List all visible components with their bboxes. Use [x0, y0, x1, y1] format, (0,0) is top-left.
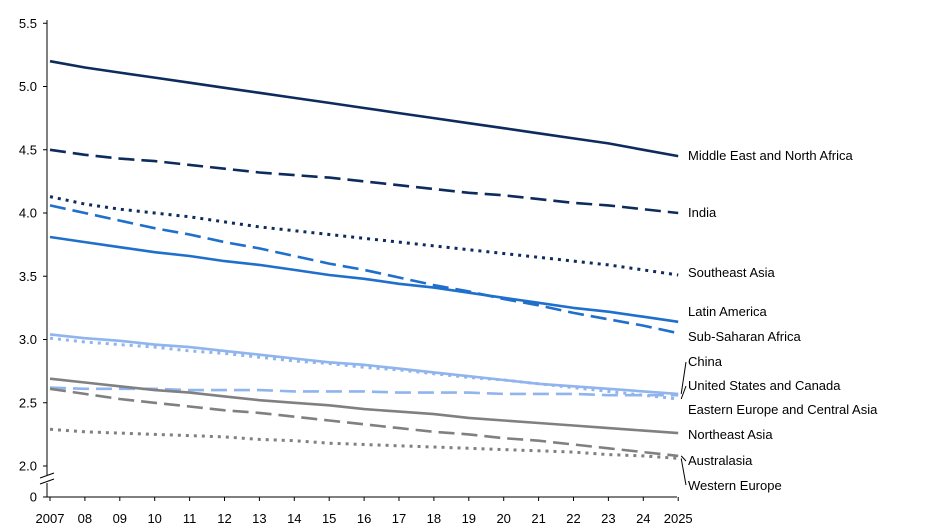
series-label-united-states-and-canada: United States and Canada: [688, 378, 841, 393]
x-tick-label: 16: [357, 511, 371, 526]
x-tick-label: 23: [601, 511, 615, 526]
x-tick-label: 18: [427, 511, 441, 526]
y-tick-label: 5.5: [19, 16, 37, 31]
series-line-southeast-asia: [49, 195, 679, 277]
x-tick-label: 09: [113, 511, 127, 526]
axes: [39, 20, 677, 498]
x-tick-label: 21: [531, 511, 545, 526]
series-line-western-europe: [49, 427, 679, 460]
series-lines: [49, 59, 679, 460]
series-label-middle-east-and-north-africa: Middle East and North Africa: [688, 148, 854, 163]
axis-break-gap: [40, 475, 54, 483]
series-label-india: India: [688, 205, 717, 220]
x-tick-label: 12: [217, 511, 231, 526]
series-label-eastern-europe-and-central-asia: Eastern Europe and Central Asia: [688, 402, 878, 417]
y-tick-label: 4.5: [19, 142, 37, 157]
x-tick-label: 17: [392, 511, 406, 526]
series-line-china: [49, 333, 679, 396]
x-tick-label: 15: [322, 511, 336, 526]
y-tick-label: 5.0: [19, 79, 37, 94]
series-line-northeast-asia: [49, 377, 679, 435]
y-tick-label: 3.0: [19, 332, 37, 347]
y-tick-label: 3.5: [19, 269, 37, 284]
x-tick-label: 11: [183, 511, 197, 526]
y-ticks: 5.5 5.0 4.5 4.0 3.5 3.0 2.5 2.0 0: [19, 16, 47, 505]
connector-western-europe: [680, 458, 687, 486]
label-connectors: [680, 361, 687, 486]
y-tick-label: 2.5: [19, 395, 37, 410]
x-tick-label: 13: [252, 511, 266, 526]
series-label-latin-america: Latin America: [688, 304, 768, 319]
series-label-australasia: Australasia: [688, 453, 753, 468]
series-line-latin-america: [49, 235, 679, 324]
x-tick-label: 2007: [36, 511, 65, 526]
axis-break-mark-upper: [39, 472, 55, 479]
series-label-china: China: [688, 354, 723, 369]
connector-united-states-and-canada: [680, 385, 687, 400]
series-line-united-states-and-canada: [49, 336, 679, 401]
y-tick-label: 2.0: [19, 459, 37, 474]
series-label-western-europe: Western Europe: [688, 478, 782, 493]
series-label-southeast-asia: Southeast Asia: [688, 265, 775, 280]
x-ticks: 2007 08 09 10 11 12 13 14 15 16 17 18 19 20 21 22 23 24 20…: [36, 497, 693, 526]
series-line-india: [49, 148, 679, 215]
x-tick-label: 20: [496, 511, 510, 526]
series-label-sub-saharan-africa: Sub-Saharan Africa: [688, 329, 802, 344]
series-labels: Middle East and North Africa India Southea…: [688, 148, 878, 493]
series-line-sub-saharan-africa: [49, 204, 679, 335]
x-tick-label: 2025: [664, 511, 693, 526]
x-tick-label: 19: [462, 511, 476, 526]
connector-china: [680, 361, 687, 394]
x-tick-label: 10: [147, 511, 161, 526]
x-tick-label: 14: [287, 511, 301, 526]
connector-australasia: [680, 455, 687, 462]
series-line-middle-east-and-north-africa: [49, 59, 679, 158]
axis-break-mark-lower: [39, 478, 55, 485]
x-tick-label: 22: [566, 511, 580, 526]
x-tick-label: 08: [78, 511, 92, 526]
x-tick-label: 24: [636, 511, 650, 526]
y-tick-label: 4.0: [19, 206, 37, 221]
y-tick-label: 0: [30, 490, 37, 505]
series-line-australasia: [49, 387, 679, 458]
series-label-northeast-asia: Northeast Asia: [688, 427, 773, 442]
